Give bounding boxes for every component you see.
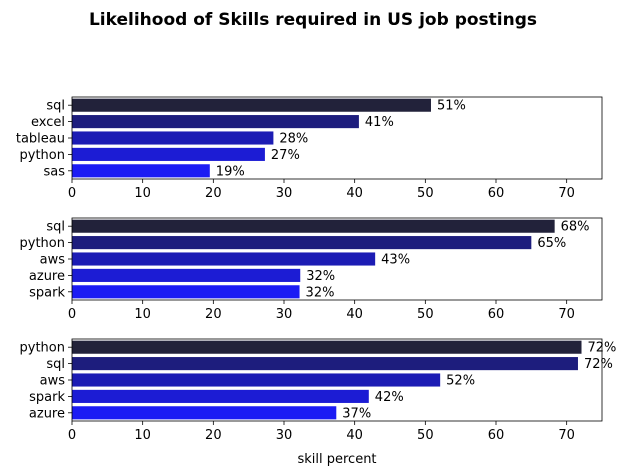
bar-python <box>72 340 582 354</box>
y-tick-label-azure: azure <box>29 269 65 284</box>
chart-panels: 51%sql41%excel28%tableau27%python19%sas0… <box>16 96 616 443</box>
x-tick-label: 60 <box>488 428 505 443</box>
x-tick-label: 70 <box>558 307 575 322</box>
x-tick-label: 30 <box>276 186 293 201</box>
bar-python <box>72 236 532 250</box>
bar-azure <box>72 406 337 420</box>
data-label-spark: 32% <box>306 285 335 300</box>
x-tick-label: 10 <box>134 307 151 322</box>
bar-excel <box>72 115 359 129</box>
y-tick-label-sas: sas <box>43 164 65 179</box>
data-label-sas: 19% <box>216 164 245 179</box>
y-tick-label-aws: aws <box>40 253 66 268</box>
bar-aws <box>72 373 441 387</box>
bar-sql <box>72 219 555 233</box>
bar-sql <box>72 98 431 112</box>
data-label-azure: 32% <box>306 269 335 284</box>
x-tick-label: 40 <box>346 307 363 322</box>
y-tick-label-excel: excel <box>31 115 65 130</box>
x-tick-label: 20 <box>205 186 222 201</box>
data-label-spark: 42% <box>375 390 404 405</box>
data-label-aws: 43% <box>381 253 410 268</box>
x-tick-label: 30 <box>276 307 293 322</box>
x-axis-label: skill percent <box>297 452 376 467</box>
bar-aws <box>72 252 376 266</box>
x-tick-label: 10 <box>134 186 151 201</box>
x-tick-label: 50 <box>417 307 434 322</box>
chart-panel-1: 51% sql 41% excel 28% tableau 27% python 19% sas0… <box>16 96 603 201</box>
bar-spark <box>72 285 300 299</box>
bar-python <box>72 147 265 161</box>
y-tick-label-sql: sql <box>46 357 65 372</box>
data-label-sql: 51% <box>437 99 466 114</box>
data-label-aws: 52% <box>446 374 475 389</box>
y-tick-label-sql: sql <box>46 220 65 235</box>
x-tick-label: 10 <box>134 428 151 443</box>
x-tick-label: 0 <box>68 307 76 322</box>
y-tick-label-tableau: tableau <box>16 132 65 147</box>
x-tick-label: 20 <box>205 307 222 322</box>
data-label-python: 27% <box>271 148 300 163</box>
bar-sas <box>72 164 210 178</box>
x-tick-label: 0 <box>68 428 76 443</box>
x-tick-label: 30 <box>276 428 293 443</box>
x-tick-label: 70 <box>558 428 575 443</box>
data-label-tableau: 28% <box>279 132 308 147</box>
chart-title: Likelihood of Skills required in US job … <box>89 10 537 30</box>
data-label-sql: 68% <box>561 220 590 235</box>
bar-azure <box>72 268 301 282</box>
x-tick-label: 0 <box>68 186 76 201</box>
x-tick-label: 40 <box>346 186 363 201</box>
y-tick-label-python: python <box>20 341 65 356</box>
x-tick-label: 60 <box>488 307 505 322</box>
data-label-sql: 72% <box>584 357 613 372</box>
x-tick-label: 50 <box>417 428 434 443</box>
x-tick-label: 60 <box>488 186 505 201</box>
y-tick-label-azure: azure <box>29 406 65 421</box>
plot-frame <box>71 96 603 180</box>
plot-frame <box>71 338 603 422</box>
data-label-excel: 41% <box>365 115 394 130</box>
y-tick-label-sql: sql <box>46 99 65 114</box>
x-tick-label: 20 <box>205 428 222 443</box>
data-label-azure: 37% <box>342 406 371 421</box>
x-tick-label: 40 <box>346 428 363 443</box>
y-tick-label-spark: spark <box>29 390 65 405</box>
x-tick-label: 70 <box>558 186 575 201</box>
y-tick-label-aws: aws <box>40 374 66 389</box>
x-tick-label: 50 <box>417 186 434 201</box>
y-tick-label-python: python <box>20 236 65 251</box>
bar-tableau <box>72 131 274 145</box>
plot-frame <box>71 217 603 301</box>
y-tick-label-spark: spark <box>29 285 65 300</box>
bar-sql <box>72 357 578 371</box>
data-label-python: 65% <box>537 236 566 251</box>
y-tick-label-python: python <box>20 148 65 163</box>
bar-spark <box>72 389 369 403</box>
